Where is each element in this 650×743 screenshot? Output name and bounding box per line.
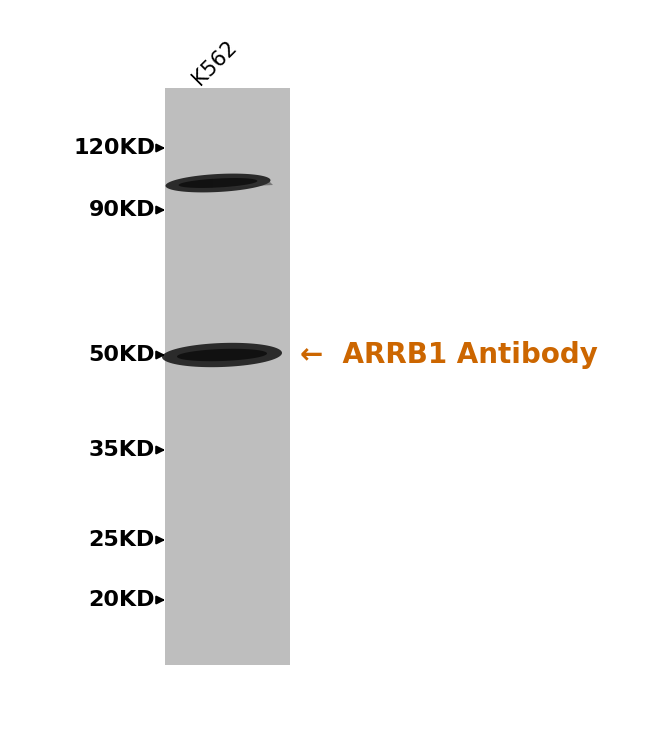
Text: 50KD: 50KD — [88, 345, 155, 365]
Polygon shape — [166, 174, 270, 192]
Text: 90KD: 90KD — [88, 200, 155, 220]
Polygon shape — [179, 178, 257, 188]
Polygon shape — [162, 343, 282, 367]
Text: ←  ARRB1 Antibody: ← ARRB1 Antibody — [300, 341, 598, 369]
Polygon shape — [177, 348, 267, 361]
Bar — [165, 88, 290, 665]
Polygon shape — [213, 178, 273, 188]
Text: 120KD: 120KD — [73, 138, 155, 158]
Text: 25KD: 25KD — [89, 530, 155, 550]
Text: 35KD: 35KD — [89, 440, 155, 460]
Text: K562: K562 — [189, 37, 241, 89]
Text: 20KD: 20KD — [88, 590, 155, 610]
